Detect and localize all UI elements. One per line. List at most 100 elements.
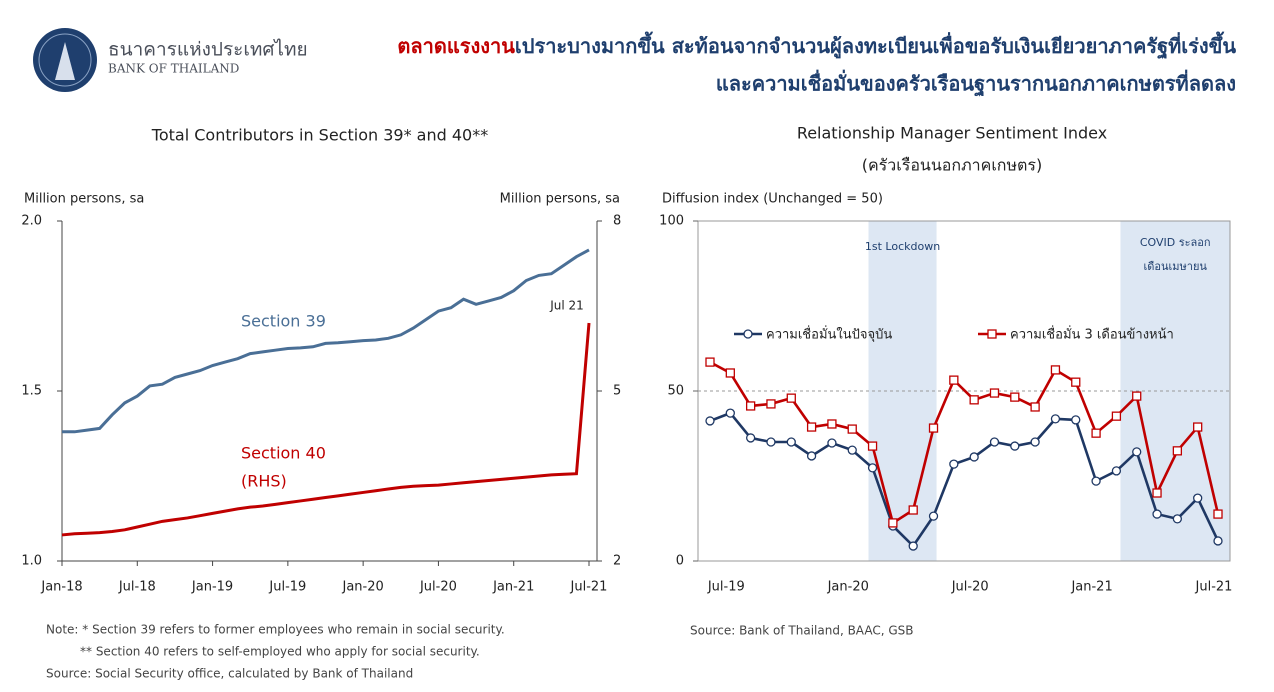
point: [1111, 466, 1122, 476]
point: [705, 416, 715, 426]
y-tick-label: 0: [676, 554, 684, 569]
point: [725, 408, 735, 418]
x-tick-label: Jan-20: [342, 580, 384, 595]
point: [1132, 447, 1142, 457]
x-tick-label: Jan-19: [191, 580, 233, 595]
y-tick-label: 2.0: [21, 214, 42, 229]
x-tick-label: Jul-20: [951, 580, 989, 595]
point: [745, 401, 756, 411]
point: [969, 452, 979, 462]
point: [989, 437, 1000, 447]
org-thai: ธนาคารแห่งประเทศไทย: [108, 39, 308, 61]
point: [806, 422, 817, 432]
legend-marker: [987, 329, 997, 339]
point: [949, 375, 959, 385]
point: [1010, 392, 1020, 402]
legend-label: ความเชื่อมั่นในปัจจุบัน: [766, 326, 892, 343]
y-axis-label: Diffusion index (Unchanged = 50): [662, 192, 883, 207]
point: [1071, 377, 1081, 387]
point: [1152, 509, 1162, 519]
point: [806, 451, 817, 461]
point: [847, 424, 857, 434]
point: [1071, 415, 1081, 425]
point: [1213, 536, 1223, 546]
headline-line2: และความเชื่อมั่นของครัวเรือนฐานรากนอกภาค…: [716, 69, 1236, 98]
point: [1091, 476, 1101, 486]
annotation: เดือนเมษายน: [1144, 260, 1208, 273]
point: [1050, 365, 1061, 375]
point: [725, 368, 735, 378]
point: [989, 388, 1000, 398]
point: [1030, 437, 1040, 447]
y2-tick-label: 2: [613, 554, 621, 569]
x-tick-label: Jul-21: [1195, 580, 1233, 595]
logo-ring: [38, 33, 92, 87]
y-tick-label: 1.5: [21, 384, 42, 399]
point: [888, 518, 898, 528]
point: [745, 433, 756, 443]
point: [949, 459, 959, 469]
point: [705, 357, 715, 367]
point: [847, 445, 857, 455]
point: [969, 395, 979, 405]
point: [908, 541, 918, 551]
y-tick-label: 100: [659, 214, 684, 229]
annotation: COVID ระลอก: [1140, 236, 1211, 249]
note: Note: * Section 39 refers to former empl…: [46, 623, 505, 637]
point: [1152, 488, 1162, 498]
point: [1172, 514, 1183, 524]
x-tick-label: Jul-21: [570, 580, 608, 595]
point: [1030, 402, 1040, 412]
point: [1132, 391, 1142, 401]
chart-title: Total Contributors in Section 39* and 40…: [151, 126, 488, 145]
headline-highlight: ตลาดแรงงาน: [397, 34, 515, 58]
y-axis-label: Million persons, sa: [24, 192, 144, 207]
annotation: 1st Lockdown: [865, 240, 940, 253]
y2-tick-label: 8: [613, 214, 621, 229]
point: [786, 393, 796, 403]
point: [908, 505, 918, 515]
point: [1172, 446, 1183, 456]
point: [928, 511, 939, 521]
x-tick-label: Jan-20: [827, 580, 869, 595]
y2-tick-label: 5: [613, 384, 621, 399]
point: [1193, 493, 1203, 503]
x-tick-label: Jan-21: [1070, 580, 1112, 595]
x-tick-label: Jan-18: [40, 580, 82, 595]
point: [1050, 414, 1061, 424]
point: [1091, 428, 1101, 438]
legend-marker: [743, 329, 753, 339]
point: [1193, 422, 1203, 432]
point: [1111, 411, 1122, 421]
point: [766, 399, 776, 409]
x-tick-label: Jul-19: [268, 580, 306, 595]
y2-axis-label: Million persons, sa: [500, 192, 620, 207]
y-tick-label: 50: [667, 384, 684, 399]
y-tick-label: 1.0: [21, 554, 42, 569]
series-label: Section 40: [241, 444, 326, 463]
x-tick-label: Jan-21: [492, 580, 534, 595]
headline-rest: เปราะบางมากขึ้น สะท้อนจากจำนวนผู้ลงทะเบี…: [515, 31, 1236, 60]
note: ** Section 40 refers to self-employed wh…: [80, 645, 480, 659]
x-tick-label: Jul-18: [118, 580, 156, 595]
point: [867, 441, 878, 451]
logo-figure: [55, 42, 75, 80]
annotation: Jul 21: [549, 299, 584, 313]
chart-title: Relationship Manager Sentiment Index: [797, 124, 1107, 143]
point: [786, 437, 796, 447]
headline: ตลาดแรงงานเปราะบางมากขึ้น สะท้อนจากจำนวน…: [397, 31, 1236, 60]
point: [928, 423, 939, 433]
point: [1213, 509, 1223, 519]
x-tick-label: Jul-20: [419, 580, 457, 595]
annotation: (RHS): [241, 472, 287, 491]
note: Source: Bank of Thailand, BAAC, GSB: [690, 624, 914, 638]
point: [867, 463, 878, 473]
series-line: [62, 248, 590, 434]
series-line: [61, 322, 591, 537]
point: [1010, 441, 1020, 451]
x-tick-label: Jul-19: [707, 580, 745, 595]
legend-label: ความเชื่อมั่น 3 เดือนข้างหน้า: [1010, 326, 1174, 343]
point: [766, 437, 776, 447]
note: Source: Social Security office, calculat…: [46, 667, 413, 681]
